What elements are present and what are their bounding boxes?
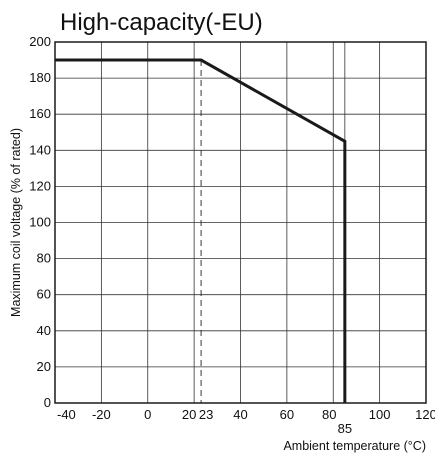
- x-tick-label: 23: [199, 407, 213, 422]
- y-tick-label: 120: [29, 178, 51, 193]
- y-tick-label: 0: [44, 395, 51, 410]
- grid: [55, 42, 426, 403]
- x-tick-label: 20: [182, 407, 196, 422]
- x-tick-label: -40: [57, 407, 76, 422]
- x-tick-label: -20: [92, 407, 111, 422]
- plot-frame: [54, 41, 427, 404]
- x-tick-label: 100: [369, 407, 391, 422]
- x-tick-label: 0: [144, 407, 151, 422]
- x-tick-label: 85: [338, 421, 352, 436]
- y-tick-label: 100: [29, 215, 51, 230]
- y-tick-label: 40: [37, 323, 51, 338]
- x-axis-label: Ambient temperature (°C): [283, 439, 426, 453]
- x-tick-label: 60: [280, 407, 294, 422]
- y-tick-label: 20: [37, 359, 51, 374]
- x-tick-label: 80: [322, 407, 336, 422]
- y-tick-labels: 0 20 40 60 80 100 120 140 160 180 200: [29, 34, 51, 410]
- x-tick-label: 40: [233, 407, 247, 422]
- y-tick-label: 180: [29, 70, 51, 85]
- y-tick-label: 200: [29, 34, 51, 49]
- y-tick-label: 160: [29, 106, 51, 121]
- y-tick-label: 80: [37, 251, 51, 266]
- series-line: [55, 58, 347, 403]
- chart-title: High-capacity(-EU): [60, 9, 263, 36]
- x-tick-label: 120: [415, 407, 435, 422]
- series-group: [55, 58, 347, 403]
- y-tick-label: 140: [29, 142, 51, 157]
- y-axis-label: Maximum coil voltage (% of rated): [9, 128, 23, 317]
- y-tick-label: 60: [37, 287, 51, 302]
